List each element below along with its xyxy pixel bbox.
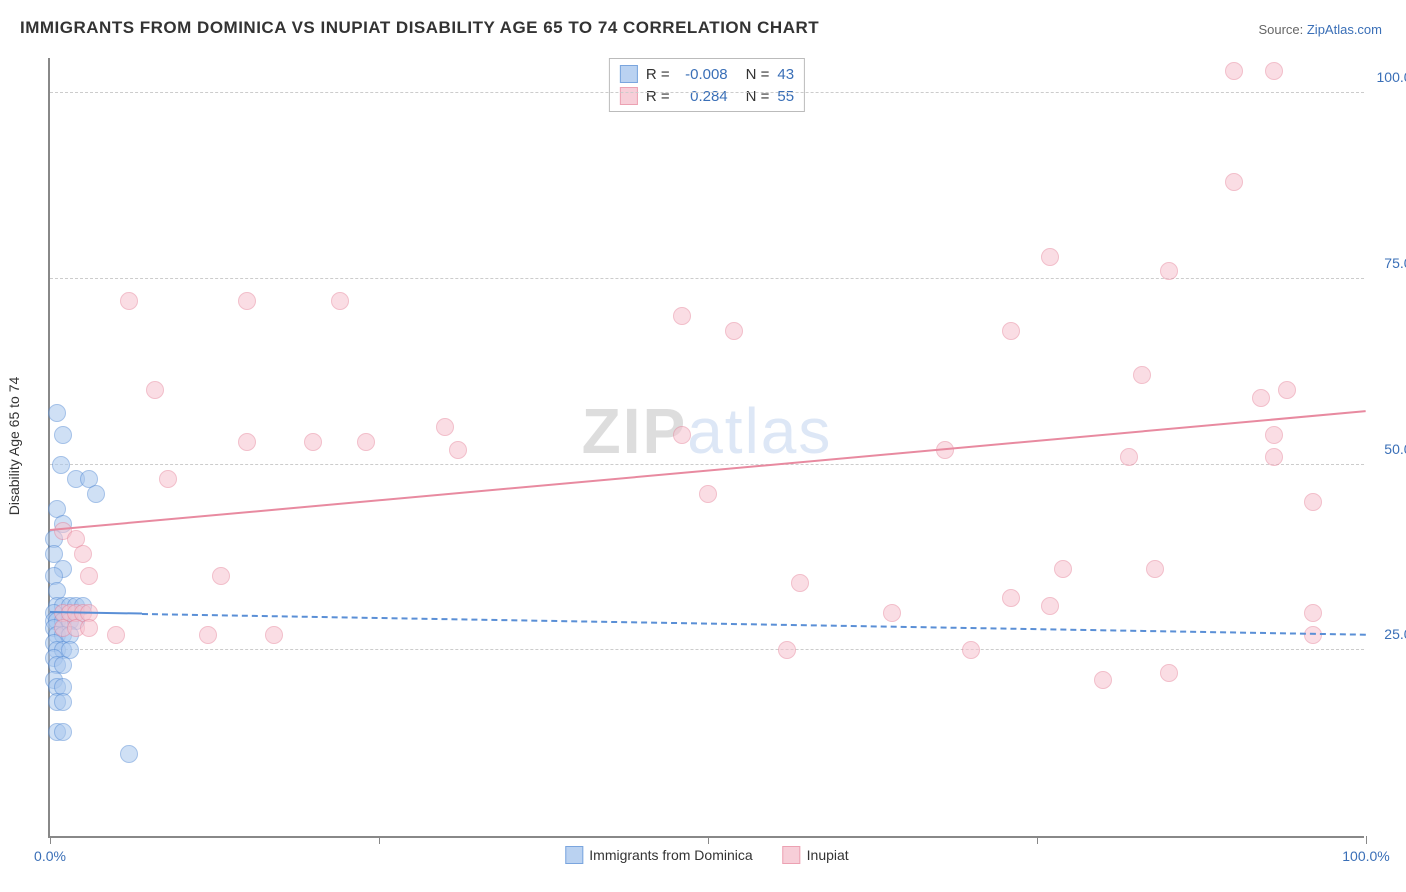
scatter-point-inupiat bbox=[1265, 448, 1283, 466]
scatter-point-inupiat bbox=[1002, 589, 1020, 607]
scatter-point-inupiat bbox=[107, 626, 125, 644]
legend-n-value: 43 bbox=[777, 66, 794, 83]
scatter-point-inupiat bbox=[791, 574, 809, 592]
legend-r-value: 0.284 bbox=[678, 88, 728, 105]
scatter-point-inupiat bbox=[1225, 173, 1243, 191]
legend-r-value: -0.008 bbox=[678, 66, 728, 83]
xtick bbox=[1037, 836, 1038, 844]
watermark-zip: ZIP bbox=[582, 395, 688, 467]
trend-line bbox=[50, 411, 1366, 532]
xtick-label: 100.0% bbox=[1342, 848, 1389, 864]
y-axis-label: Disability Age 65 to 74 bbox=[6, 377, 22, 516]
ytick-label: 75.0% bbox=[1369, 255, 1406, 271]
xtick bbox=[1366, 836, 1367, 844]
scatter-point-inupiat bbox=[1002, 322, 1020, 340]
scatter-point-inupiat bbox=[725, 322, 743, 340]
scatter-point-dominica bbox=[54, 723, 72, 741]
scatter-point-inupiat bbox=[146, 381, 164, 399]
source-prefix: Source: bbox=[1258, 22, 1306, 37]
scatter-point-inupiat bbox=[238, 433, 256, 451]
source-attribution: Source: ZipAtlas.com bbox=[1258, 22, 1382, 37]
scatter-point-inupiat bbox=[1120, 448, 1138, 466]
scatter-point-inupiat bbox=[699, 485, 717, 503]
scatter-point-inupiat bbox=[1054, 560, 1072, 578]
ytick-label: 25.0% bbox=[1369, 626, 1406, 642]
scatter-point-inupiat bbox=[120, 292, 138, 310]
ytick-label: 100.0% bbox=[1369, 69, 1406, 85]
legend-n-value: 55 bbox=[777, 88, 794, 105]
scatter-point-inupiat bbox=[1265, 62, 1283, 80]
xtick-label: 0.0% bbox=[34, 848, 66, 864]
scatter-point-inupiat bbox=[1304, 626, 1322, 644]
scatter-point-inupiat bbox=[1133, 366, 1151, 384]
scatter-point-inupiat bbox=[1304, 493, 1322, 511]
watermark: ZIPatlas bbox=[582, 394, 833, 468]
scatter-point-inupiat bbox=[357, 433, 375, 451]
legend-item: Immigrants from Dominica bbox=[565, 846, 752, 864]
scatter-point-inupiat bbox=[80, 567, 98, 585]
scatter-point-inupiat bbox=[673, 426, 691, 444]
chart-title: IMMIGRANTS FROM DOMINICA VS INUPIAT DISA… bbox=[20, 18, 819, 38]
scatter-point-inupiat bbox=[1146, 560, 1164, 578]
scatter-point-dominica bbox=[87, 485, 105, 503]
scatter-point-inupiat bbox=[74, 545, 92, 563]
trend-line bbox=[142, 613, 1366, 636]
legend-swatch bbox=[565, 846, 583, 864]
scatter-point-inupiat bbox=[1041, 597, 1059, 615]
scatter-point-inupiat bbox=[1041, 248, 1059, 266]
legend-r-label: R = bbox=[646, 66, 670, 83]
scatter-point-inupiat bbox=[265, 626, 283, 644]
legend-stat-row: R = 0.284 N = 55 bbox=[620, 85, 794, 107]
plot-area: ZIPatlas R =-0.008N =43R =0.284N =55 Imm… bbox=[48, 58, 1364, 838]
scatter-point-inupiat bbox=[962, 641, 980, 659]
source-link[interactable]: ZipAtlas.com bbox=[1307, 22, 1382, 37]
scatter-point-inupiat bbox=[1304, 604, 1322, 622]
scatter-point-dominica bbox=[48, 404, 66, 422]
gridline-h bbox=[50, 649, 1364, 650]
legend-series: Immigrants from Dominica Inupiat bbox=[565, 846, 848, 864]
ytick-label: 50.0% bbox=[1369, 441, 1406, 457]
scatter-point-dominica bbox=[54, 693, 72, 711]
legend-stats-box: R = -0.008 N = 43 R = 0.284 N = 55 bbox=[609, 58, 805, 112]
scatter-point-dominica bbox=[52, 456, 70, 474]
scatter-point-inupiat bbox=[1094, 671, 1112, 689]
watermark-atlas: atlas bbox=[687, 395, 832, 467]
scatter-point-dominica bbox=[54, 426, 72, 444]
scatter-point-inupiat bbox=[449, 441, 467, 459]
gridline-h bbox=[50, 464, 1364, 465]
scatter-point-inupiat bbox=[238, 292, 256, 310]
scatter-point-inupiat bbox=[1160, 262, 1178, 280]
scatter-point-inupiat bbox=[436, 418, 454, 436]
scatter-point-inupiat bbox=[331, 292, 349, 310]
scatter-point-inupiat bbox=[778, 641, 796, 659]
scatter-point-inupiat bbox=[159, 470, 177, 488]
xtick bbox=[708, 836, 709, 844]
scatter-point-inupiat bbox=[1225, 62, 1243, 80]
legend-stat-row: R = -0.008 N = 43 bbox=[620, 63, 794, 85]
legend-swatch bbox=[620, 87, 638, 105]
xtick bbox=[379, 836, 380, 844]
legend-label: Immigrants from Dominica bbox=[589, 847, 752, 863]
scatter-point-inupiat bbox=[883, 604, 901, 622]
scatter-point-inupiat bbox=[673, 307, 691, 325]
legend-item: Inupiat bbox=[783, 846, 849, 864]
scatter-point-dominica bbox=[120, 745, 138, 763]
scatter-point-inupiat bbox=[1160, 664, 1178, 682]
scatter-point-inupiat bbox=[1278, 381, 1296, 399]
legend-n-label: N = bbox=[746, 88, 770, 105]
scatter-point-inupiat bbox=[304, 433, 322, 451]
legend-label: Inupiat bbox=[807, 847, 849, 863]
legend-swatch bbox=[783, 846, 801, 864]
scatter-point-inupiat bbox=[199, 626, 217, 644]
legend-n-label: N = bbox=[746, 66, 770, 83]
scatter-point-inupiat bbox=[1252, 389, 1270, 407]
legend-r-label: R = bbox=[646, 88, 670, 105]
legend-swatch bbox=[620, 65, 638, 83]
scatter-point-inupiat bbox=[212, 567, 230, 585]
scatter-point-inupiat bbox=[80, 619, 98, 637]
gridline-h bbox=[50, 92, 1364, 93]
xtick bbox=[50, 836, 51, 844]
scatter-point-inupiat bbox=[1265, 426, 1283, 444]
